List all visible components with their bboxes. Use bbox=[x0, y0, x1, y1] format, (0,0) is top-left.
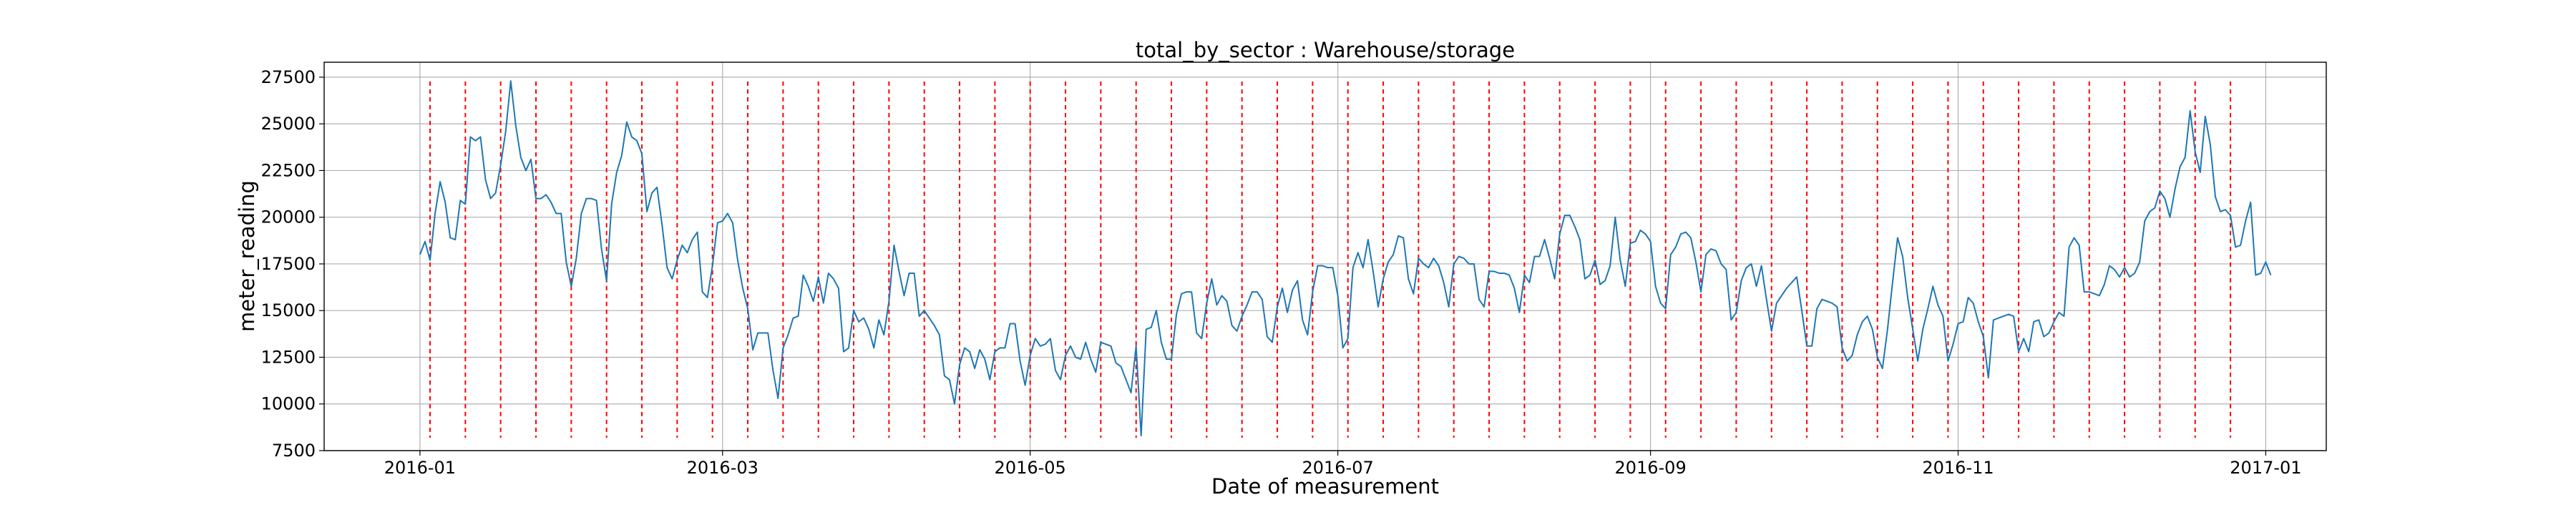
y-tick-label: 15000 bbox=[261, 300, 316, 320]
x-tick-label: 2016-11 bbox=[1922, 458, 1994, 478]
x-tick-label: 2016-09 bbox=[1614, 458, 1686, 478]
grid-lines bbox=[324, 62, 2326, 451]
y-tick-label: 25000 bbox=[261, 114, 316, 134]
series-line bbox=[419, 80, 2272, 437]
series-group bbox=[419, 80, 2272, 437]
chart-title: total_by_sector : Warehouse/storage bbox=[1136, 38, 1515, 62]
x-tick-label: 2017-01 bbox=[2230, 458, 2301, 478]
x-axis-ticks: 2016-01 2016-03 2016-05 2016-07 2016-09 2016-… bbox=[384, 451, 2302, 478]
y-tick-label: 12500 bbox=[261, 347, 316, 367]
y-tick-label: 7500 bbox=[272, 441, 316, 461]
y-tick-label: 20000 bbox=[261, 207, 316, 227]
x-tick-label: 2016-01 bbox=[384, 458, 456, 478]
x-tick-label: 2016-05 bbox=[995, 458, 1066, 478]
y-tick-label: 22500 bbox=[261, 160, 316, 180]
y-tick-label: 10000 bbox=[261, 394, 316, 414]
plot-frame bbox=[323, 62, 2327, 451]
y-axis-label: meter_reading bbox=[235, 180, 259, 332]
y-axis-ticks: 7500 10000 12500 15000 17500 20000 22500 25000 2… bbox=[261, 67, 324, 461]
x-tick-label: 2016-07 bbox=[1302, 458, 1373, 478]
y-tick-label: 17500 bbox=[261, 254, 316, 274]
x-tick-label: 2016-03 bbox=[687, 458, 758, 478]
y-tick-label: 27500 bbox=[261, 67, 316, 87]
x-axis-label: Date of measurement bbox=[1211, 474, 1439, 499]
